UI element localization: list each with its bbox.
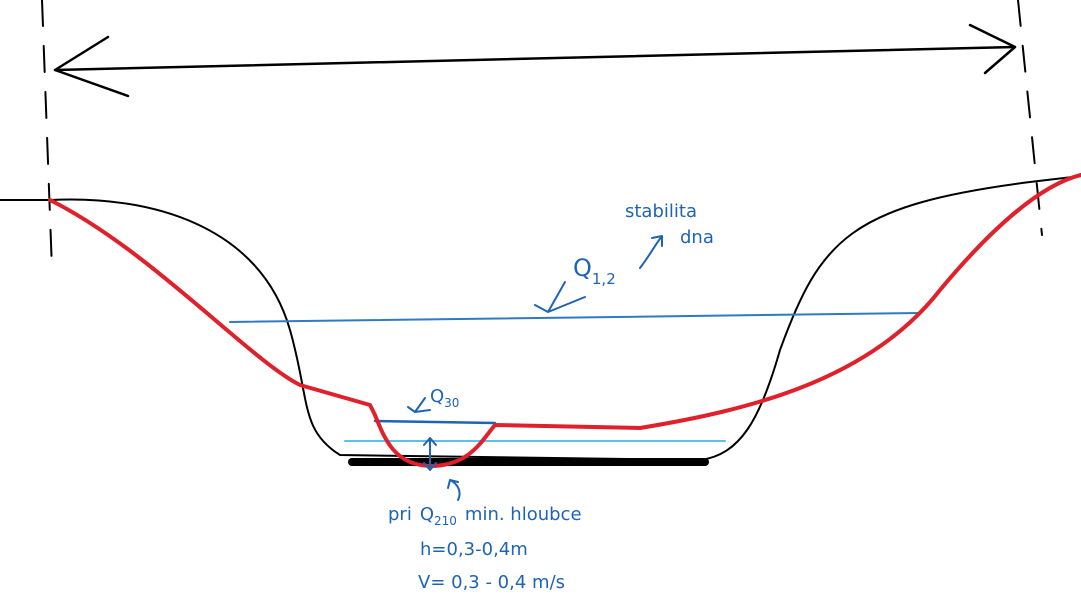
- q30-marker: [407, 397, 431, 413]
- proposed-profile: [48, 173, 1081, 468]
- stability-arrow: [639, 235, 663, 269]
- q-subscript: 1,2: [592, 270, 616, 288]
- q30-label: Q30: [430, 386, 459, 410]
- q-symbol: Q: [573, 254, 592, 282]
- q-subscript: 210: [434, 514, 457, 528]
- q12-label: Q1,2: [573, 254, 616, 288]
- annotation-arrows: [407, 235, 663, 501]
- water-level-q12: [229, 312, 921, 323]
- left-boundary: [41, 0, 53, 271]
- depth-label: h=0,3-0,4m: [420, 539, 528, 560]
- low-flow-label: pri Q210 min. hloubce: [388, 504, 582, 528]
- arrow-head-right: [968, 23, 1017, 75]
- q-subscript: 30: [444, 396, 459, 410]
- q12-marker: [534, 281, 586, 313]
- q-symbol: Q: [420, 504, 434, 525]
- arrow-shaft: [53, 45, 1017, 72]
- prefix: pri: [388, 504, 412, 525]
- q-symbol: Q: [430, 386, 444, 407]
- low-flow-arrow: [447, 479, 461, 501]
- suffix: min. hloubce: [465, 504, 582, 525]
- velocity-label: V= 0,3 - 0,4 m/s: [418, 572, 565, 593]
- width-arrow: [53, 23, 1017, 98]
- arrow-head-left: [53, 35, 130, 98]
- stability-label: dna: [680, 227, 714, 248]
- water-level-q30: [373, 419, 497, 425]
- stability-label: stabilita: [625, 201, 697, 222]
- depth-arrow: [423, 437, 437, 471]
